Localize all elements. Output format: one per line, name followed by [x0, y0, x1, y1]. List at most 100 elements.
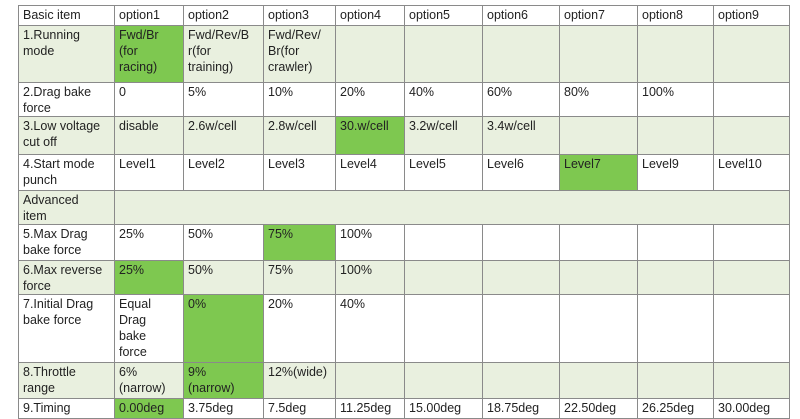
row-label-cell: 7.Initial Drag bake force [19, 295, 115, 363]
row-label-cell: 2.Drag bake force [19, 83, 115, 117]
option-cell: 20% [264, 295, 336, 363]
option-cell [714, 261, 790, 295]
option-cell: 40% [336, 295, 405, 363]
table-row: 1.Running mode Fwd/Br (for racing) Fwd/Rev… [19, 26, 790, 83]
option-cell: 50% [184, 261, 264, 295]
option-cell [560, 363, 638, 399]
selected-option-cell: Level7 [560, 155, 638, 191]
option-cell [483, 225, 560, 261]
option-cell: 10% [264, 83, 336, 117]
selected-option-cell: 0% [184, 295, 264, 363]
header-cell-option8: option8 [638, 6, 714, 26]
option-cell: 15.00deg [405, 399, 483, 419]
option-cell [714, 83, 790, 117]
option-cell: 6% (narrow) [115, 363, 184, 399]
option-cell: 12%(wide) [264, 363, 336, 399]
option-cell: Level9 [638, 155, 714, 191]
header-cell-option4: option4 [336, 6, 405, 26]
option-cell: Level4 [336, 155, 405, 191]
header-cell-basic-item: Basic item [19, 6, 115, 26]
header-cell-option6: option6 [483, 6, 560, 26]
option-cell: 7.5deg [264, 399, 336, 419]
row-label-cell: 9.Timing [19, 399, 115, 419]
option-cell: 25% [115, 225, 184, 261]
option-cell [638, 225, 714, 261]
option-cell: 3.75deg [184, 399, 264, 419]
settings-table-container: Basic item option1 option2 option3 option4 op… [18, 5, 790, 419]
header-cell-option1: option1 [115, 6, 184, 26]
option-cell: 18.75deg [483, 399, 560, 419]
option-cell: 75% [264, 261, 336, 295]
option-cell: 3.4w/cell [483, 117, 560, 155]
section-row-advanced: Advanced item [19, 191, 790, 225]
option-cell: 40% [405, 83, 483, 117]
option-cell [405, 363, 483, 399]
selected-option-cell: 30.w/cell [336, 117, 405, 155]
table-row: 3.Low voltage cut off disable 2.6w/cell 2.8… [19, 117, 790, 155]
option-cell: Level1 [115, 155, 184, 191]
option-cell: 5% [184, 83, 264, 117]
option-cell [560, 295, 638, 363]
selected-option-cell: Fwd/Br (for racing) [115, 26, 184, 83]
table-row: 2.Drag bake force 0 5% 10% 20% 40% 60% 80% 100% [19, 83, 790, 117]
option-cell: 2.8w/cell [264, 117, 336, 155]
option-cell: 11.25deg [336, 399, 405, 419]
option-cell: 80% [560, 83, 638, 117]
option-cell: Level2 [184, 155, 264, 191]
option-cell: 60% [483, 83, 560, 117]
option-cell [483, 363, 560, 399]
table-row: 9.Timing 0.00deg 3.75deg 7.5deg 11.25deg 15.0… [19, 399, 790, 419]
option-cell: Level10 [714, 155, 790, 191]
table-body: Basic item option1 option2 option3 option4 op… [19, 6, 790, 419]
row-label-cell: 1.Running mode [19, 26, 115, 83]
selected-option-cell: 9% (narrow) [184, 363, 264, 399]
option-cell: 20% [336, 83, 405, 117]
table-row: 5.Max Drag bake force 25% 50% 75% 100% [19, 225, 790, 261]
esc-settings-table: Basic item option1 option2 option3 option4 op… [18, 5, 790, 419]
header-cell-option5: option5 [405, 6, 483, 26]
option-cell: 100% [336, 261, 405, 295]
option-cell: Fwd/Rev/ Br(for crawler) [264, 26, 336, 83]
section-filler [115, 191, 790, 225]
header-cell-option2: option2 [184, 6, 264, 26]
option-cell: 22.50deg [560, 399, 638, 419]
option-cell [336, 363, 405, 399]
option-cell: 100% [336, 225, 405, 261]
option-cell: 3.2w/cell [405, 117, 483, 155]
section-label: Advanced item [19, 191, 115, 225]
option-cell [638, 261, 714, 295]
option-cell [714, 26, 790, 83]
option-cell [483, 261, 560, 295]
row-label-cell: 5.Max Drag bake force [19, 225, 115, 261]
option-cell [560, 26, 638, 83]
option-cell [483, 295, 560, 363]
header-row: Basic item option1 option2 option3 option4 op… [19, 6, 790, 26]
option-cell [714, 117, 790, 155]
option-cell: 0 [115, 83, 184, 117]
option-cell: 100% [638, 83, 714, 117]
selected-option-cell: 0.00deg [115, 399, 184, 419]
option-cell [560, 117, 638, 155]
option-cell [560, 225, 638, 261]
option-cell: disable [115, 117, 184, 155]
option-cell [483, 26, 560, 83]
row-label-cell: 3.Low voltage cut off [19, 117, 115, 155]
option-cell [638, 117, 714, 155]
table-row: 8.Throttle range 6% (narrow) 9% (narrow) 12… [19, 363, 790, 399]
option-cell [560, 261, 638, 295]
row-label-cell: 4.Start mode punch [19, 155, 115, 191]
option-cell: Level5 [405, 155, 483, 191]
option-cell [405, 261, 483, 295]
row-label-cell: 6.Max reverse force [19, 261, 115, 295]
option-cell [714, 295, 790, 363]
row-label-cell: 8.Throttle range [19, 363, 115, 399]
option-cell [405, 225, 483, 261]
option-cell [638, 363, 714, 399]
option-cell [714, 363, 790, 399]
header-cell-option9: option9 [714, 6, 790, 26]
option-cell [714, 225, 790, 261]
option-cell: 26.25deg [638, 399, 714, 419]
option-cell: 30.00deg [714, 399, 790, 419]
option-cell [336, 26, 405, 83]
selected-option-cell: 75% [264, 225, 336, 261]
